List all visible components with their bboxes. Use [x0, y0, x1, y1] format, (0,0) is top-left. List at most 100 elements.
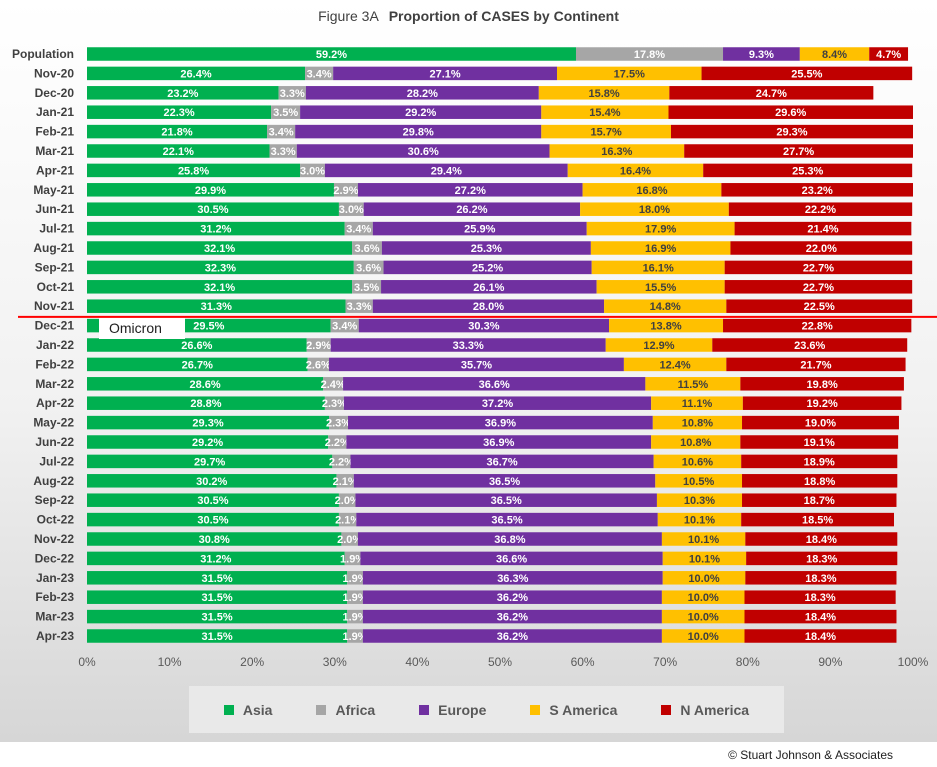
bar-segment-europe	[295, 124, 542, 139]
data-label-asia: 31.5%	[201, 631, 232, 643]
bar-segment-s-america	[645, 377, 741, 391]
bar-segment-europe	[343, 396, 652, 410]
bar-segment-asia	[87, 338, 307, 352]
legend-label-s-america: S America	[549, 701, 618, 718]
bar-segment-africa	[332, 454, 351, 469]
bar-segment-europe	[346, 435, 652, 449]
bar-segment-africa	[353, 260, 384, 275]
data-label-s-america: 16.9%	[645, 243, 676, 255]
legend-item-n-america: N America	[661, 702, 749, 718]
data-label-africa: 2.9%	[333, 185, 358, 197]
category-label: Feb-23	[35, 590, 74, 604]
bar-row-oct-21: Oct-21 32.1% 3.5% 26.1% 15.5% 22.7%	[37, 280, 913, 294]
data-label-n-america: 18.5%	[802, 515, 833, 527]
data-label-africa: 3.4%	[332, 321, 357, 333]
bar-segment-s-america	[591, 260, 725, 275]
x-tick-label: 80%	[736, 655, 760, 669]
data-label-europe: 36.6%	[479, 379, 510, 391]
data-label-asia: 29.9%	[195, 185, 226, 197]
bar-segment-europe	[358, 318, 610, 333]
data-label-n-america: 23.2%	[802, 185, 833, 197]
bar-segment-africa	[338, 512, 357, 527]
bar-segment-s-america	[541, 124, 671, 139]
data-label-s-america: 11.5%	[678, 379, 709, 391]
bar-segment-europe	[333, 66, 557, 81]
bar-segment-n-america	[726, 357, 906, 372]
chart-title-main: Proportion of CASES by Continent	[388, 8, 619, 24]
data-label-s-america: 18.0%	[639, 204, 670, 216]
x-tick-label: 90%	[818, 655, 842, 669]
bar-segment-s-america	[651, 435, 741, 449]
bar-segment-europe	[363, 202, 581, 216]
bar-row-dec-20: Dec-20 23.2% 3.3% 28.2% 15.8% 24.7%	[35, 86, 874, 100]
data-label-n-america: 23.6%	[794, 340, 825, 352]
data-label-africa: 3.3%	[280, 88, 305, 100]
data-label-s-america: 10.8%	[682, 418, 713, 430]
data-label-asia: 32.3%	[205, 262, 236, 274]
data-label-asia: 28.8%	[190, 398, 221, 410]
data-label-s-america: 10.0%	[688, 592, 719, 604]
bar-segment-africa	[352, 241, 382, 255]
bar-segment-africa	[336, 474, 354, 488]
data-label-s-america: 16.1%	[643, 262, 674, 274]
data-label-asia: 21.8%	[161, 127, 192, 139]
data-label-asia: 30.5%	[197, 515, 228, 527]
data-label-asia: 29.2%	[192, 437, 223, 449]
data-label-s-america: 12.4%	[660, 359, 691, 371]
data-label-africa: 3.4%	[307, 68, 332, 80]
bar-segment-europe	[350, 454, 654, 469]
data-label-asia: 30.5%	[197, 204, 228, 216]
bar-segment-s-america	[656, 493, 743, 507]
data-label-europe: 28.2%	[407, 88, 438, 100]
legend-swatch-s-america	[530, 704, 541, 715]
category-label: Nov-20	[34, 66, 74, 80]
bar-segment-asia	[87, 221, 345, 236]
bar-segment-n-america	[742, 396, 902, 410]
bar-segment-s-america	[567, 163, 704, 178]
category-label: Dec-22	[35, 551, 75, 565]
data-label-africa: 2.4%	[321, 379, 346, 391]
bar-row-jan-21: Jan-21 22.3% 3.5% 29.2% 15.4% 29.6%	[36, 105, 913, 119]
copyright-text: © Stuart Johnson & Associates	[728, 748, 893, 762]
data-label-s-america: 16.4%	[620, 165, 651, 177]
bar-segment-s-america	[657, 512, 742, 527]
data-label-asia: 29.3%	[192, 418, 223, 430]
category-label: Jul-22	[39, 454, 74, 468]
bar-segment-europe	[372, 299, 605, 313]
data-label-n-america: 19.8%	[807, 379, 838, 391]
data-label-n-america: 18.7%	[804, 495, 835, 507]
data-label-europe: 30.3%	[468, 321, 499, 333]
bar-segment-africa	[307, 357, 330, 372]
data-label-n-america: 18.3%	[806, 553, 837, 565]
data-label-europe: 29.2%	[405, 107, 436, 119]
bar-segment-africa	[575, 47, 724, 61]
bar-segment-europe	[356, 512, 658, 527]
data-label-africa: 2.0%	[337, 534, 362, 546]
data-label-africa: 3.3%	[347, 301, 372, 313]
category-label: Apr-22	[36, 396, 74, 410]
chart-legend: Asia Africa Europe S America N America	[189, 686, 784, 733]
data-label-s-america: 17.5%	[614, 68, 645, 80]
legend-item-europe: Europe	[419, 702, 486, 718]
data-label-n-america: 25.3%	[792, 165, 823, 177]
bar-segment-asia	[87, 551, 345, 566]
bar-row-sep-22: Sep-22 30.5% 2.0% 36.5% 10.3% 18.7%	[35, 493, 897, 507]
legend-label-n-america: N America	[680, 701, 750, 718]
category-label: Jan-21	[36, 105, 74, 119]
data-label-n-america: 21.4%	[807, 224, 838, 236]
legend-swatch-asia	[223, 704, 234, 715]
bar-segment-asia	[87, 299, 346, 313]
data-label-n-america: 18.3%	[805, 573, 836, 585]
bar-segment-n-america	[734, 221, 912, 236]
data-label-n-america: 21.7%	[800, 359, 831, 371]
data-label-s-america: 15.5%	[645, 282, 676, 294]
data-label-africa: 1.9%	[342, 573, 367, 585]
bar-row-jun-21: Jun-21 30.5% 3.0% 26.2% 18.0% 22.2%	[35, 202, 913, 216]
bar-segment-n-america	[730, 241, 913, 255]
legend-swatch-africa	[316, 704, 327, 715]
bar-segment-n-america	[723, 318, 912, 333]
data-label-n-america: 18.4%	[805, 631, 836, 643]
data-label-s-america: 10.1%	[684, 515, 715, 527]
data-label-asia: 31.5%	[201, 612, 232, 624]
bar-segment-africa	[333, 183, 358, 197]
